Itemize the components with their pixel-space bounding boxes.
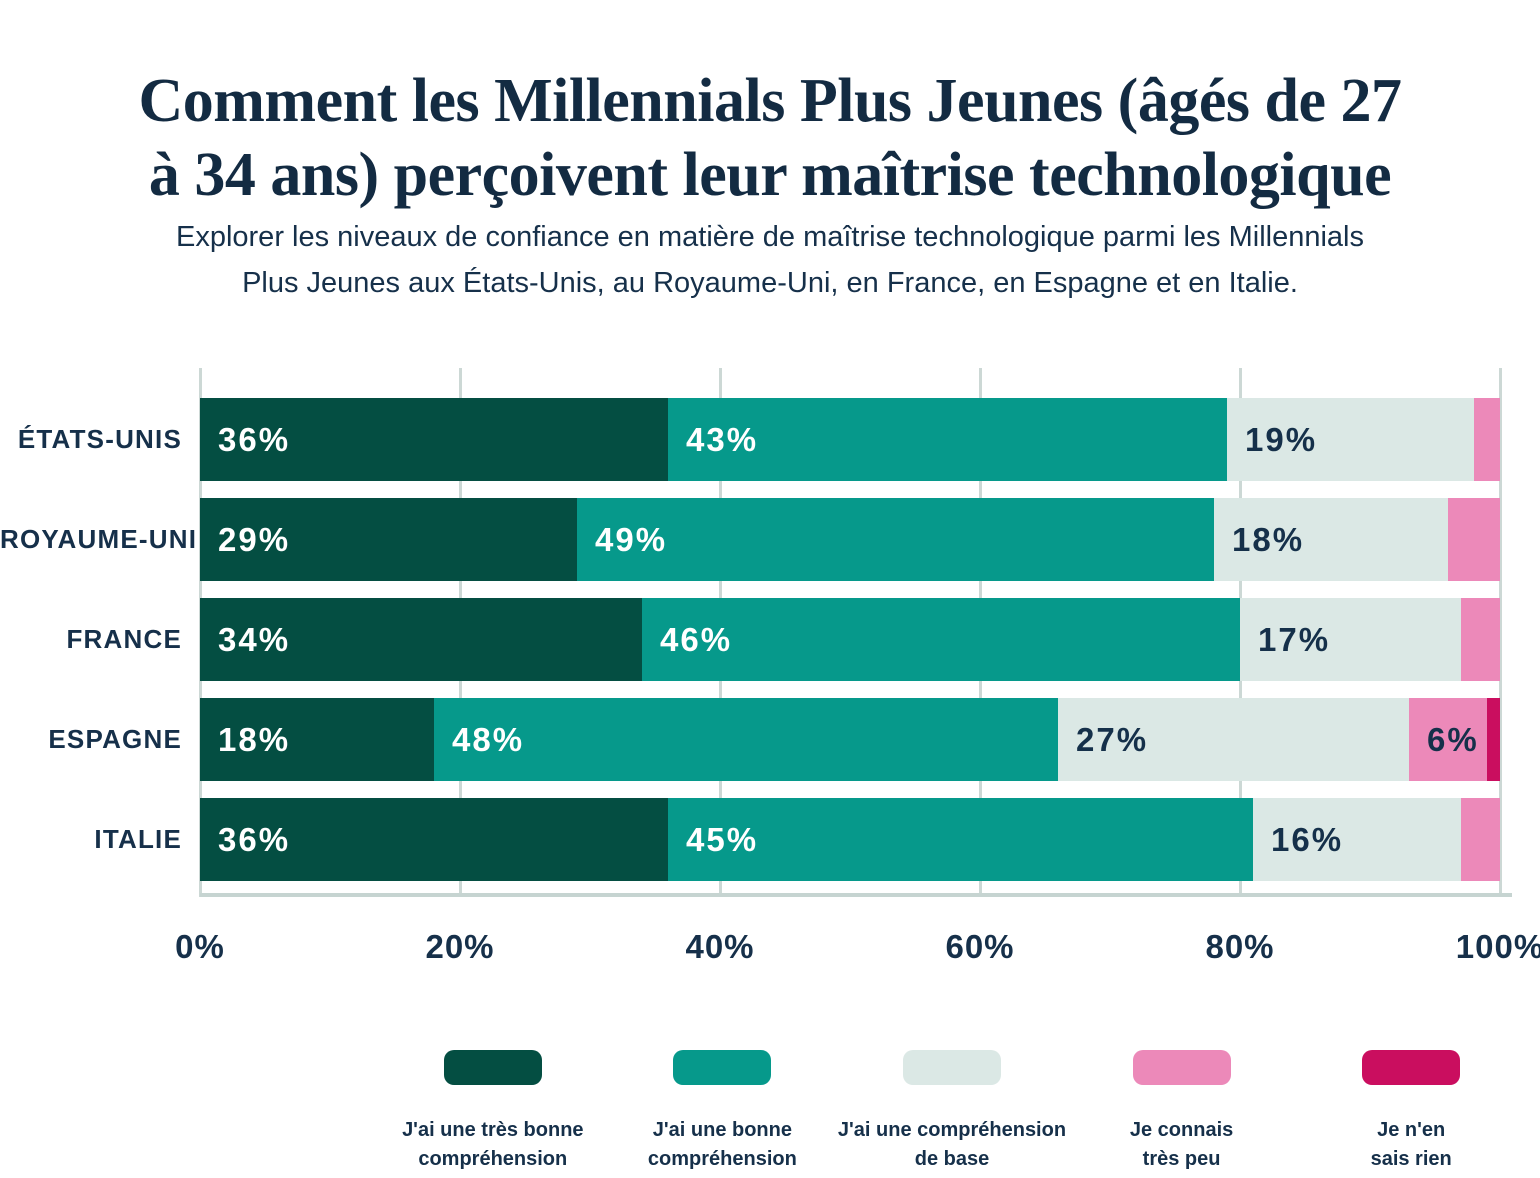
bar-segment: 19% [1227,398,1474,481]
bar-value-label: 27% [1076,721,1149,758]
chart-title: Comment les Millennials Plus Jeunes (âgé… [0,64,1540,212]
x-tick-label: 80% [1205,928,1275,965]
bar-value-label: 19% [1245,421,1318,458]
bar-segment: 16% [1253,798,1461,881]
bar-value-label: 16% [1271,821,1344,858]
x-tick-label: 40% [685,928,755,965]
x-axis-line [200,893,1512,897]
legend-item: J'ai une compréhension de base [837,1050,1067,1174]
bar-value-label: 43% [686,421,759,458]
x-tick-label: 60% [945,928,1015,965]
bar-value-label: 45% [686,821,759,858]
chart-subtitle-line1: Explorer les niveaux de confiance en mat… [175,221,1364,253]
bar-segment [1487,698,1500,781]
bar-segment: 43% [668,398,1227,481]
gridline [1498,368,1502,897]
bar-segment: 27% [1058,698,1409,781]
bar-segment: 6% [1409,698,1487,781]
bar-value-label: 6% [1427,721,1479,758]
bar-segment: 45% [668,798,1253,881]
category-label: ÉTATS-UNIS [17,424,182,454]
category-label: ITALIE [94,824,182,854]
x-tick-label: 20% [425,928,495,965]
bar-segment: 18% [1214,498,1448,581]
legend-swatch [673,1050,772,1085]
bar-segment [1461,798,1500,881]
bar-value-label: 34% [218,621,291,658]
bar-segment: 49% [577,498,1214,581]
legend-item: J'ai une très bonne compréhension [378,1050,608,1174]
legend-label: J'ai une compréhension de base [837,1119,1067,1170]
bar-value-label: 36% [218,421,291,458]
legend-swatch [443,1050,542,1085]
bar-value-label: 18% [218,721,291,758]
bar-segment [1461,598,1500,681]
bar-segment: 36% [200,398,668,481]
legend-label: Je connais très peu [1129,1119,1234,1170]
x-tick-label: 0% [175,928,225,965]
bar-row: 34% 46% 17% [200,598,1500,681]
chart-subtitle-line2: Plus Jeunes aux États-Unis, au Royaume-U… [242,267,1298,299]
bar-row: 36% 43% 19% [200,398,1500,481]
bar-value-label: 29% [218,521,291,558]
legend-item: Je n'en sais rien [1296,1050,1526,1174]
bar-row: 29% 49% 18% [200,498,1500,581]
chart-title-line1: Comment les Millennials Plus Jeunes (âgé… [138,66,1402,135]
bar-value-label: 46% [660,621,733,658]
bar-value-label: 48% [452,721,525,758]
bar-segment: 46% [642,598,1240,681]
bar-segment: 17% [1240,598,1461,681]
bar-segment: 48% [434,698,1058,781]
legend-label: Je n'en sais rien [1370,1119,1452,1170]
category-label: ESPAGNE [48,724,182,754]
bar-value-label: 49% [595,521,668,558]
bar-value-label: 17% [1258,621,1331,658]
bar-segment [1448,498,1500,581]
legend-swatch [902,1050,1001,1085]
x-tick-label: 100% [1455,928,1540,965]
bar-segment: 18% [200,698,434,781]
bar-segment [1474,398,1500,481]
legend-item: Je connais très peu [1067,1050,1297,1174]
bar-row: 18% 48% 27% 6% [200,698,1500,781]
chart-title-line2: à 34 ans) perçoivent leur maîtrise techn… [148,140,1392,209]
bar-segment: 36% [200,798,668,881]
legend-item: J'ai une bonne compréhension [608,1050,838,1174]
bar-segment: 29% [200,498,577,581]
chart-subtitle: Explorer les niveaux de confiance en mat… [70,214,1470,306]
plot-area: 36% 43% 19% 29% 49% 18% 34% 46% 17% 18% 48% 27% 6% 36… [198,368,1502,897]
legend-label: J'ai une très bonne compréhension [402,1119,584,1170]
legend-swatch [1362,1050,1461,1085]
bar-row: 36% 45% 16% [200,798,1500,881]
bar-value-label: 18% [1232,521,1305,558]
legend-label: J'ai une bonne compréhension [647,1119,797,1170]
category-label: FRANCE [66,624,182,654]
bar-value-label: 36% [218,821,291,858]
category-label: ROYAUME-UNI [0,524,198,554]
bar-segment: 34% [200,598,642,681]
legend-swatch [1132,1050,1231,1085]
legend: J'ai une très bonne compréhension J'ai une… [378,1050,1526,1174]
